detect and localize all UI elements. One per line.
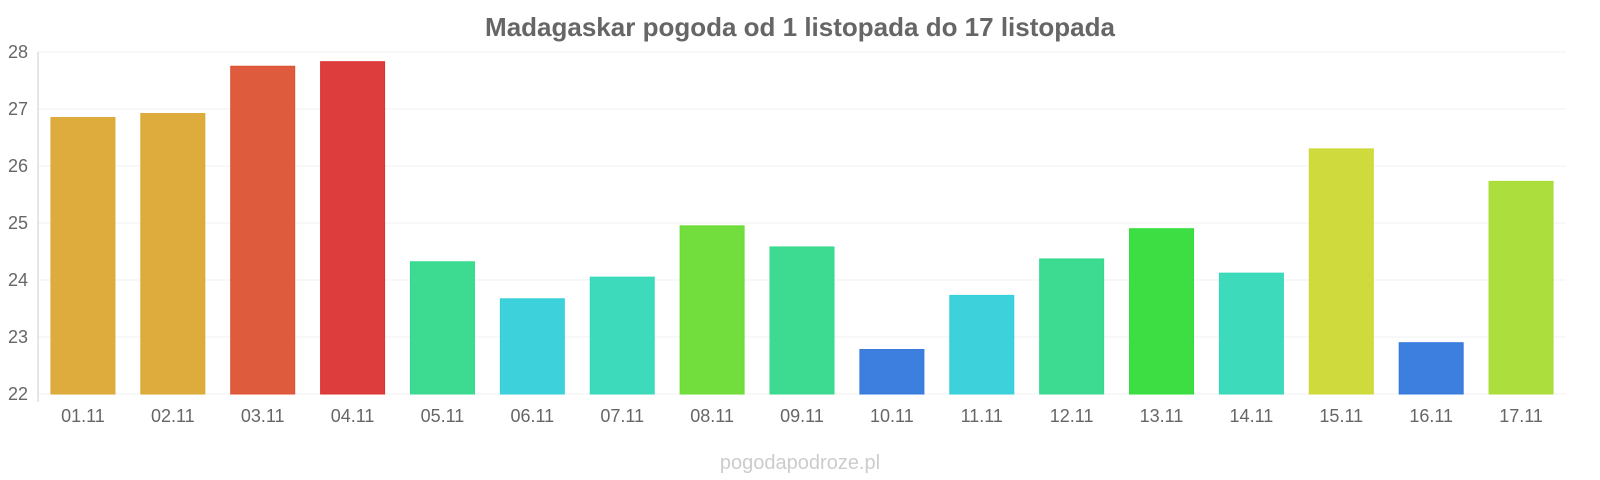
bar	[230, 65, 296, 395]
x-tick-label: 04.11	[331, 406, 375, 426]
y-tick-label: 22	[8, 384, 28, 404]
watermark: pogodapodroze.pl	[719, 452, 881, 474]
x-tick-label: 01.11	[61, 406, 105, 426]
x-tick-label: 07.11	[600, 406, 644, 426]
x-tick-label: 11.11	[961, 406, 1003, 426]
y-tick-label: 27	[8, 99, 28, 119]
x-tick-label: 16.11	[1409, 406, 1453, 426]
bar	[769, 246, 835, 395]
bar	[589, 276, 655, 395]
bar	[1308, 148, 1374, 395]
x-tick-label: 03.11	[241, 406, 285, 426]
bar	[679, 225, 745, 395]
x-tick-label: 02.11	[151, 406, 195, 426]
x-tick-label: 15.11	[1319, 406, 1363, 426]
bar	[140, 113, 206, 395]
y-tick-label: 25	[8, 213, 28, 233]
bar	[50, 117, 116, 395]
bar	[949, 294, 1015, 395]
bar	[1129, 228, 1195, 395]
bar	[499, 298, 565, 395]
y-tick-label: 26	[8, 156, 28, 176]
bar	[1398, 342, 1464, 395]
x-tick-label: 08.11	[690, 406, 734, 426]
x-tick-label: 09.11	[780, 406, 824, 426]
bar	[859, 349, 925, 395]
y-tick-label: 24	[8, 270, 28, 290]
x-tick-label: 13.11	[1140, 406, 1184, 426]
x-tick-label: 12.11	[1050, 406, 1094, 426]
y-tick-label: 28	[8, 42, 28, 62]
bar	[1488, 180, 1554, 395]
bar	[1218, 272, 1284, 395]
chart-title: Madagaskar pogoda od 1 listopada do 17 l…	[485, 12, 1115, 42]
x-tick-label: 10.11	[870, 406, 914, 426]
x-tick-label: 14.11	[1230, 406, 1274, 426]
x-tick-label: 06.11	[510, 406, 554, 426]
x-tick-label: 05.11	[421, 406, 465, 426]
bar	[409, 261, 475, 395]
y-tick-label: 23	[8, 327, 28, 347]
x-tick-label: 17.11	[1499, 406, 1543, 426]
bar	[1039, 258, 1105, 395]
bar	[320, 61, 386, 395]
